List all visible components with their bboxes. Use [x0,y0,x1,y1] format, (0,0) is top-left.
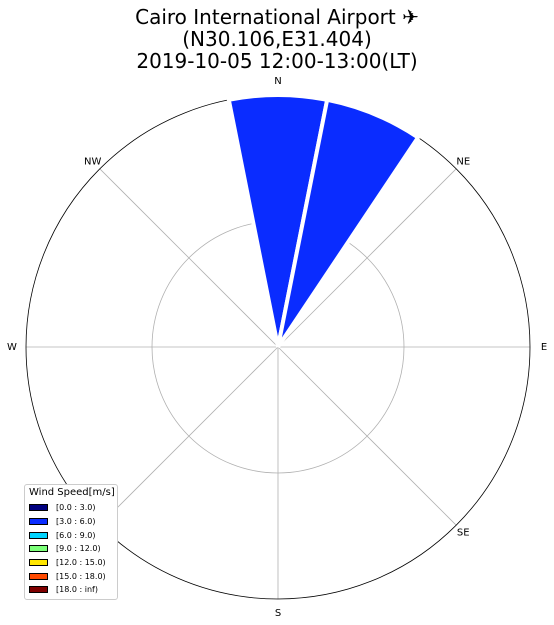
chart-title: Cairo International Airport ✈ (N30.106,E… [0,6,554,72]
legend-item: [18.0 : inf) [29,583,113,597]
direction-label-nw: NW [84,157,101,168]
legend-item: [0.0 : 3.0) [29,501,113,515]
direction-label-ne: NE [456,157,470,168]
legend-title: Wind Speed[m/s] [29,487,115,498]
airplane-icon: ✈ [402,5,419,29]
legend-item: [15.0 : 18.0) [29,569,113,583]
legend-swatch [29,531,48,539]
legend-label: [3.0 : 6.0) [56,517,96,527]
legend-swatch [29,504,48,512]
legend-swatch [29,559,48,567]
direction-label-n: N [274,76,281,87]
legend-label: [15.0 : 18.0) [56,571,106,581]
legend-item: [3.0 : 6.0) [29,515,113,529]
direction-label-s: S [275,608,281,619]
legend-label: [0.0 : 3.0) [56,503,96,513]
title-line-2: (N30.106,E31.404) [182,27,372,51]
legend-swatch [29,586,48,594]
direction-label-se: SE [457,527,470,538]
legend-label: [12.0 : 15.0) [56,558,106,568]
wind-bars [226,93,421,349]
angular-gridline [277,346,457,526]
legend-label: [9.0 : 12.0) [56,544,101,554]
legend-item: [12.0 : 15.0) [29,556,113,570]
title-line-1: Cairo International Airport [135,5,396,29]
legend-label: [6.0 : 9.0) [56,530,96,540]
legend-items: [0.0 : 3.0) [3.0 : 6.0) [6.0 : 9.0) [9.0 : … [29,501,113,597]
direction-label-w: W [7,342,17,353]
legend-item: [6.0 : 9.0) [29,528,113,542]
wind-bar [276,97,421,349]
angular-gridline [277,168,457,348]
legend: Wind Speed[m/s] [0.0 : 3.0) [3.0 : 6.0) [6… [24,484,118,600]
legend-label: [18.0 : inf) [56,585,98,595]
direction-labels: N NE E SE S W NW [7,76,547,619]
angular-gridline [99,168,279,348]
legend-item: [9.0 : 12.0) [29,542,113,556]
legend-swatch [29,572,48,580]
direction-label-e: E [541,342,547,353]
title-line-3: 2019-10-05 12:00-13:00(LT) [136,49,418,73]
angular-gridline [99,346,279,526]
legend-swatch [29,518,48,526]
legend-swatch [29,545,48,553]
